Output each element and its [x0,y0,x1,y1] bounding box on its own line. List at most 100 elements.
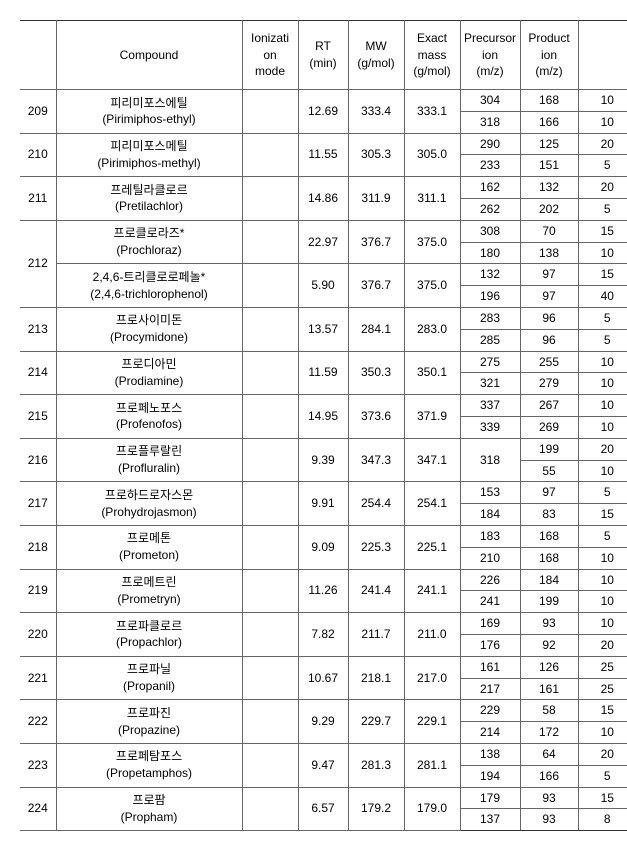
prec-cell: 183 [460,525,520,547]
prec-cell: 194 [460,765,520,787]
prec-cell: 241 [460,591,520,613]
idx-cell: 215 [20,395,56,439]
prec-cell: 321 [460,373,520,395]
prec-cell: 275 [460,351,520,373]
rt-cell: 11.26 [298,569,348,613]
compound-cell: 프로메트린(Prometryn) [56,569,242,613]
ce-cell: 10 [578,416,627,438]
ce-cell: 20 [578,634,627,656]
prod-cell: 161 [520,678,578,700]
rt-cell: 9.47 [298,743,348,787]
mass-cell: 179.0 [404,787,460,831]
ion-cell [242,525,298,569]
compound-cell: 프로파클로르(Propachlor) [56,613,242,657]
compound-cell: 프로메톤(Prometon) [56,525,242,569]
prec-cell: 179 [460,787,520,809]
idx-cell: 214 [20,351,56,395]
prod-cell: 93 [520,809,578,831]
prod-cell: 126 [520,656,578,678]
prod-cell: 279 [520,373,578,395]
table-row: 213프로사이미돈(Procymidone)13.57284.1283.0283… [20,307,627,329]
prod-cell: 151 [520,155,578,177]
mass-cell: 375.0 [404,220,460,264]
prec-cell: 233 [460,155,520,177]
prod-cell: 168 [520,547,578,569]
prec-cell: 318 [460,438,520,482]
rt-cell: 9.39 [298,438,348,482]
rt-cell: 14.86 [298,177,348,221]
prec-cell: 176 [460,634,520,656]
rt-cell: 11.59 [298,351,348,395]
mass-cell: 283.0 [404,307,460,351]
mw-cell: 218.1 [348,656,404,700]
mw-cell: 305.3 [348,133,404,177]
mass-cell: 254.1 [404,482,460,526]
compound-cell: 프레틸라클로르(Pretilachlor) [56,177,242,221]
ce-cell: 8 [578,809,627,831]
idx-cell: 223 [20,743,56,787]
prod-cell: 93 [520,787,578,809]
prod-cell: 199 [520,438,578,460]
rt-cell: 9.29 [298,700,348,744]
prec-cell: 161 [460,656,520,678]
prec-cell: 308 [460,220,520,242]
mass-cell: 217.0 [404,656,460,700]
prec-cell: 262 [460,198,520,220]
ion-cell [242,743,298,787]
ce-cell: 15 [578,264,627,286]
ion-cell [242,220,298,264]
prod-cell: 166 [520,111,578,133]
rt-cell: 11.55 [298,133,348,177]
idx-cell: 211 [20,177,56,221]
ce-cell: 20 [578,743,627,765]
prod-cell: 267 [520,395,578,417]
prod-cell: 97 [520,482,578,504]
ce-cell: 10 [578,591,627,613]
prod-cell: 96 [520,329,578,351]
mw-cell: 241.4 [348,569,404,613]
ce-cell: 10 [578,460,627,482]
prod-cell: 125 [520,133,578,155]
ion-cell [242,438,298,482]
prec-cell: 337 [460,395,520,417]
ion-cell [242,307,298,351]
ion-cell [242,656,298,700]
prod-cell: 97 [520,286,578,308]
idx-cell: 209 [20,90,56,134]
mw-cell: 229.7 [348,700,404,744]
prod-cell: 55 [520,460,578,482]
compound-cell: 프로페노포스(Profenofos) [56,395,242,439]
mw-cell: 333.4 [348,90,404,134]
prod-cell: 92 [520,634,578,656]
ce-cell: 10 [578,547,627,569]
mass-cell: 225.1 [404,525,460,569]
table-row: 217프로하드로자스몬(Prohydrojasmon)9.91254.4254.… [20,482,627,504]
table-row: 223프로페탐포스(Propetamphos)9.47281.3281.1138… [20,743,627,765]
table-row: 218프로메톤(Prometon)9.09225.3225.11831685 [20,525,627,547]
rt-cell: 7.82 [298,613,348,657]
mass-cell: 333.1 [404,90,460,134]
table-row: 224프로팜(Propham)6.57179.2179.01799315 [20,787,627,809]
rt-cell: 13.57 [298,307,348,351]
mass-cell: 350.1 [404,351,460,395]
table-row: 212프로클로라즈*(Prochloraz)22.97376.7375.0308… [20,220,627,242]
prod-cell: 172 [520,722,578,744]
ce-cell: 10 [578,569,627,591]
ion-cell [242,264,298,308]
ion-cell [242,482,298,526]
compound-cell: 프로팜(Propham) [56,787,242,831]
ce-cell: 15 [578,220,627,242]
compound-cell: 피리미포스에틸(Pirimiphos-ethyl) [56,90,242,134]
idx-cell: 219 [20,569,56,613]
mw-cell: 373.6 [348,395,404,439]
prec-cell: 180 [460,242,520,264]
compound-cell: 프로파진(Propazine) [56,700,242,744]
idx-cell: 213 [20,307,56,351]
ce-cell: 10 [578,373,627,395]
compound-table: Compound Ionizationmode RT(min) MW(g/mol… [20,20,627,831]
col-mw: MW(g/mol) [348,21,404,90]
table-row: 209피리미포스에틸(Pirimiphos-ethyl)12.69333.433… [20,90,627,112]
rt-cell: 6.57 [298,787,348,831]
table-row: 210피리미포스메틸(Pirimiphos-methyl)11.55305.33… [20,133,627,155]
ce-cell: 10 [578,111,627,133]
